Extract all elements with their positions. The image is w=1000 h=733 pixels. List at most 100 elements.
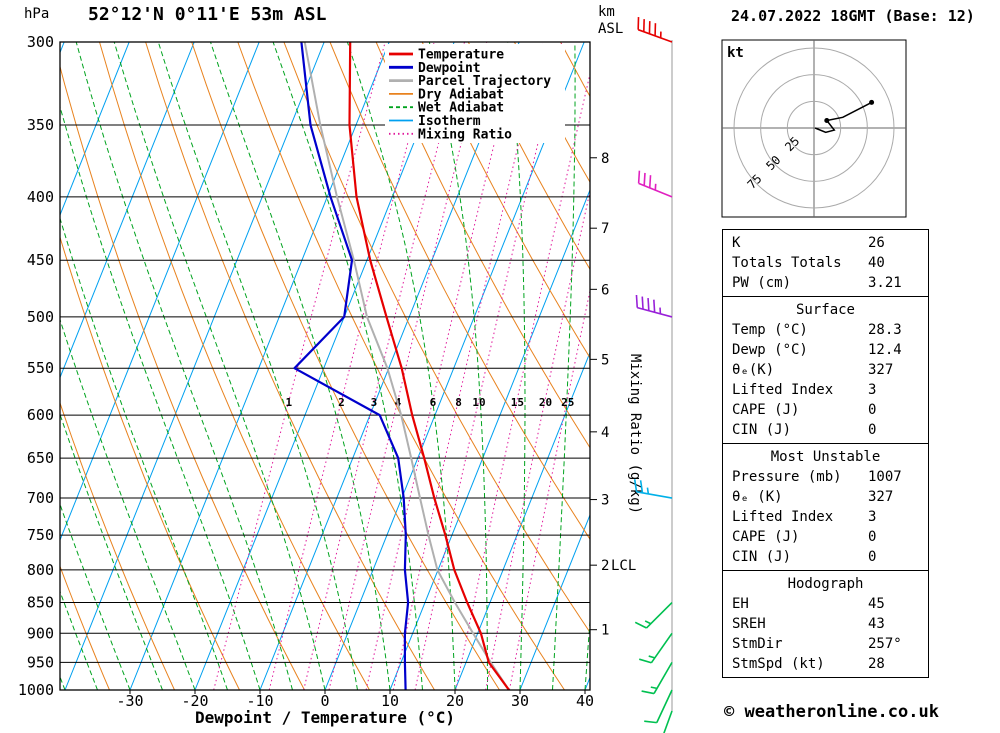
- row-label: Totals Totals: [732, 255, 842, 271]
- right-axis-label: Mixing Ratio (g/kg): [627, 354, 643, 514]
- isotherm-line: [60, 42, 195, 379]
- dry-adiabat-line: [421, 42, 590, 359]
- barb-full: [638, 658, 652, 664]
- temperature-tick-label: 20: [446, 692, 464, 710]
- hodograph-trace: [814, 101, 872, 134]
- dry-adiabat-line: [375, 42, 590, 449]
- km-tick-label: 5: [601, 352, 609, 368]
- km-tick-label: 7: [601, 221, 609, 237]
- wind-barb: [663, 710, 673, 733]
- mixing-ratio-labels: 1 2 3 4 6 8 10 15 20 25: [285, 396, 574, 409]
- mixing-ratio-value-label: 25: [561, 396, 574, 409]
- isotherm-line: [60, 42, 260, 542]
- row-value: 0: [868, 402, 877, 418]
- barb-half: [650, 686, 658, 690]
- row-value: 3: [868, 382, 877, 398]
- indices-tables: K 26 Totals Totals 40 PW (cm) 3.21 Surface Temp…: [722, 229, 929, 678]
- barb-half: [648, 655, 656, 659]
- mixing-ratio-value-label: 10: [472, 396, 485, 409]
- wet-adiabat-line: [428, 42, 488, 690]
- km-tick-label: 2: [601, 558, 609, 574]
- wind-barb: [637, 17, 673, 43]
- wind-barb: [644, 689, 673, 724]
- pressure-tick-label: 350: [27, 116, 54, 134]
- pressure-tick-label: 1000: [18, 681, 54, 699]
- row-value: 43: [868, 616, 885, 632]
- isotherm-lines: [60, 42, 590, 690]
- wet-adiabat-line: [157, 42, 358, 690]
- datetime-title: 24.07.2022 18GMT (Base: 12): [731, 7, 975, 25]
- pressure-tick-label: 950: [27, 653, 54, 671]
- barb-full: [639, 480, 644, 493]
- dry-adiabat-line: [467, 42, 590, 271]
- mixing-ratio-value-label: 6: [430, 396, 437, 409]
- wind-barb: [635, 294, 673, 318]
- table-row: Temp (°C) 28.3: [723, 320, 928, 340]
- row-value: 45: [868, 596, 885, 612]
- row-value: 1007: [868, 469, 902, 485]
- wind-barb: [637, 170, 673, 198]
- table-row: Totals Totals 40: [723, 253, 928, 273]
- mixing-ratio-line: [392, 42, 544, 690]
- km-tick-label: 3: [601, 493, 609, 509]
- mixing-ratio-line: [414, 42, 563, 690]
- row-label: θₑ(K): [732, 362, 775, 378]
- barb-staff: [656, 689, 673, 723]
- hodograph-ring: [786, 100, 842, 156]
- row-value: 12.4: [868, 342, 902, 358]
- barb-full: [634, 621, 647, 629]
- table-header: Hodograph: [787, 576, 864, 592]
- temperature-tick-label: 0: [320, 692, 329, 710]
- dry-adiabat-line: [60, 565, 110, 690]
- isotherm-line: [129, 42, 390, 690]
- row-label: θₑ (K): [732, 489, 783, 505]
- barb-half: [646, 487, 650, 494]
- mixing-ratio-line: [213, 42, 386, 690]
- mixing-ratio-line: [508, 288, 590, 690]
- legend-label: Dewpoint: [418, 61, 481, 76]
- mixing-ratio-line: [365, 42, 520, 690]
- row-label: K: [732, 235, 741, 251]
- x-axis-label: Dewpoint / Temperature (°C): [194, 708, 456, 727]
- lcl-label: LCL: [611, 558, 636, 574]
- hodograph-trace-dot: [824, 118, 830, 124]
- pressure-tick-label: 600: [27, 406, 54, 424]
- mixing-ratio-line: [328, 42, 488, 690]
- row-label: Pressure (mb): [732, 469, 842, 485]
- wind-barbs: [633, 17, 673, 733]
- row-value: 3.21: [868, 275, 902, 291]
- dry-adiabat-line: [99, 42, 370, 690]
- pressure-tick-label: 300: [27, 33, 54, 51]
- barb-staff: [663, 710, 673, 733]
- km-tick-label: 1: [601, 623, 609, 639]
- altitude-unit-km-label: km: [598, 4, 615, 20]
- table-header: Surface: [795, 302, 855, 318]
- table-row: SREH 43: [723, 614, 928, 634]
- pressure-unit-label: hPa: [24, 6, 50, 22]
- legend-label: Parcel Trajectory: [418, 74, 551, 89]
- isotherm-line: [519, 513, 590, 690]
- mixing-ratio-value-label: 8: [455, 396, 462, 409]
- row-label: StmSpd (kt): [732, 656, 825, 672]
- table-row: K 26: [723, 233, 928, 253]
- mixing-ratio-line: [485, 189, 590, 690]
- row-value: 257°: [868, 636, 902, 652]
- table-row: θₑ(K) 327: [723, 360, 928, 380]
- row-value: 3: [868, 509, 877, 525]
- row-label: Dewp (°C): [732, 342, 808, 358]
- table-row: PW (cm) 3.21: [723, 273, 928, 293]
- row-label: CAPE (J): [732, 402, 800, 418]
- row-label: CAPE (J): [732, 529, 800, 545]
- mixing-ratio-value-label: 3: [371, 396, 378, 409]
- table-row: CAPE (J) 0: [723, 527, 928, 547]
- legend-background: [385, 44, 565, 143]
- temperature-tick-label: -30: [116, 692, 143, 710]
- km-axis: 1 2 LCL 3 4 5 6 7 8: [590, 151, 636, 639]
- row-label: Temp (°C): [732, 322, 808, 338]
- km-tick-label: 4: [601, 425, 609, 441]
- temperature-tick-label: -10: [246, 692, 273, 710]
- credit-footer: © weatheronline.co.uk: [724, 702, 939, 722]
- table-row: Dewp (°C) 12.4: [723, 340, 928, 360]
- row-label: PW (cm): [732, 275, 792, 291]
